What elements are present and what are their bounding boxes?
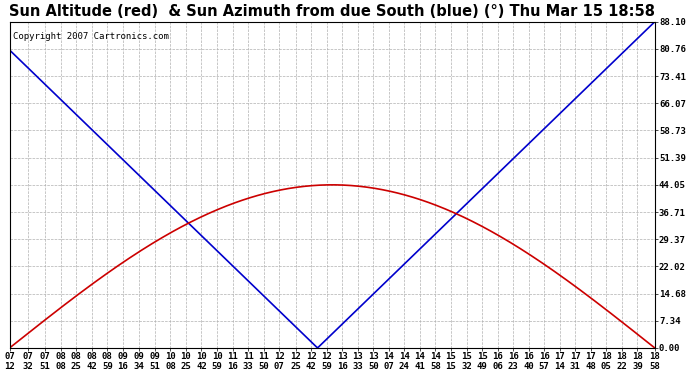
Text: Copyright 2007 Cartronics.com: Copyright 2007 Cartronics.com xyxy=(13,32,168,40)
Title: Sun Altitude (red)  & Sun Azimuth from due South (blue) (°) Thu Mar 15 18:58: Sun Altitude (red) & Sun Azimuth from du… xyxy=(9,4,656,19)
